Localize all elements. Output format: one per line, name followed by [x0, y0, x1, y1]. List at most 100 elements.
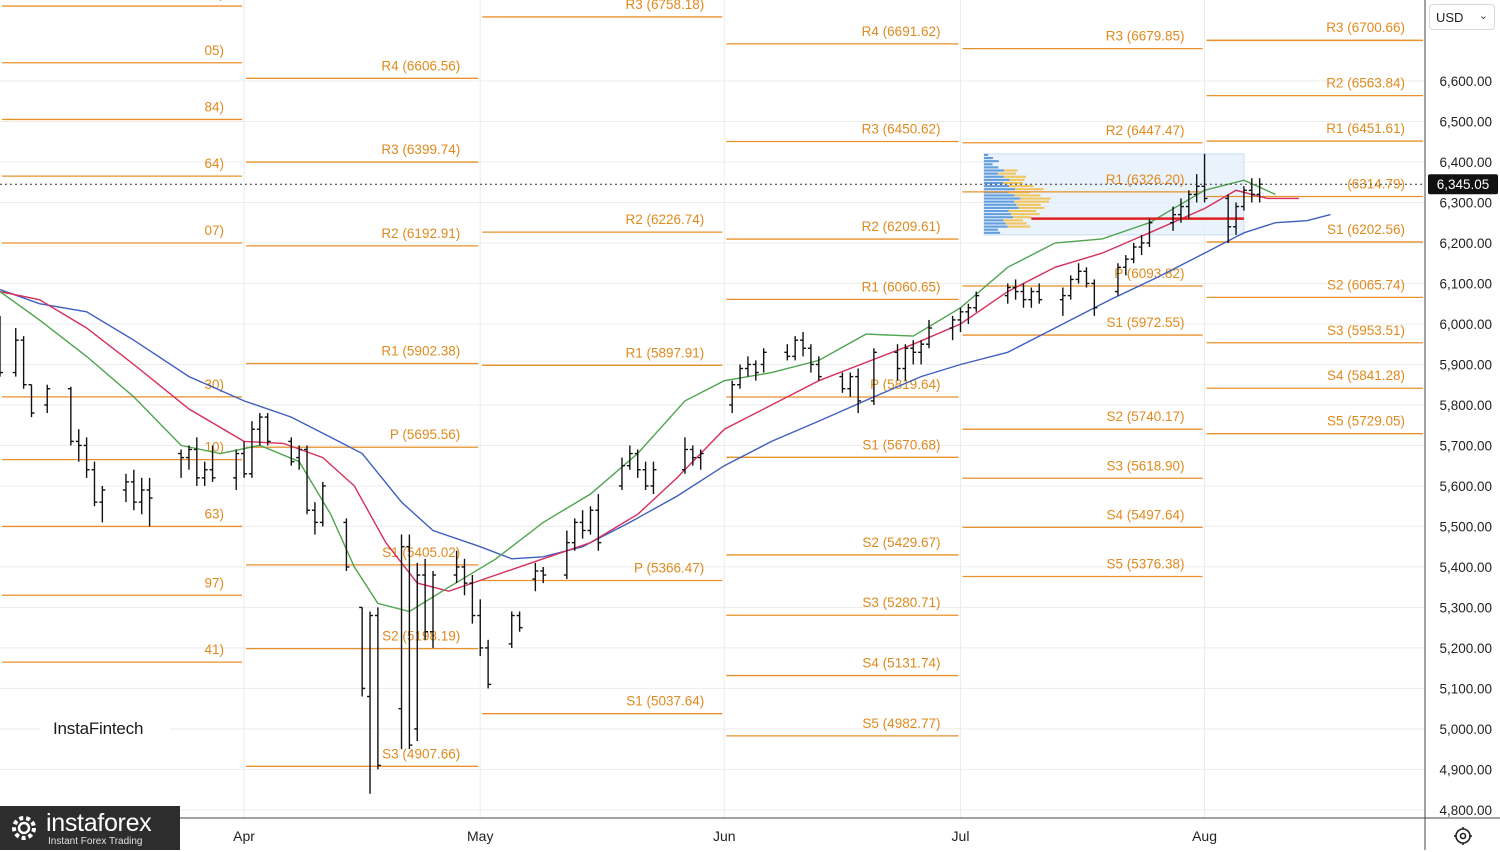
volume-bin-blue — [984, 172, 998, 175]
pivot-level-label: P (6093.82) — [1114, 266, 1184, 281]
pivot-level-label: R2 (6563.84) — [1326, 76, 1405, 91]
volume-bin-yellow — [1003, 175, 1027, 178]
pivot-level-label: R2 (6209.61) — [862, 219, 941, 234]
volume-bin-blue — [984, 175, 1004, 178]
moving-average-line — [0, 213, 1331, 560]
y-tick-label: 6,200.00 — [1439, 236, 1492, 251]
pivot-level-label: R1 (6326.20) — [1106, 172, 1185, 187]
volume-bin-yellow — [1008, 209, 1037, 213]
x-tick-label: Apr — [233, 828, 255, 844]
volume-bin-blue — [984, 153, 989, 156]
volume-bin-yellow — [997, 172, 1016, 175]
volume-bin-yellow — [1003, 181, 1023, 185]
pivot-level-label: S5 (5729.05) — [1327, 414, 1405, 429]
volume-bin-blue — [984, 219, 1004, 222]
pivot-level-label: S1 (5972.55) — [1106, 315, 1184, 330]
pivot-level-label: 30) — [205, 377, 225, 392]
y-tick-label: 6,600.00 — [1439, 74, 1492, 89]
volume-bin-yellow — [1014, 200, 1050, 203]
pivot-level-label: R2 (6226.74) — [625, 212, 704, 227]
pivot-level-label: R3 (6399.74) — [381, 142, 460, 157]
pivot-level-label: R1 (5902.38) — [381, 343, 460, 358]
pivot-level-label: 64) — [205, 156, 225, 171]
pivot-level-label: P (5695.56) — [390, 427, 460, 442]
pivot-level-label: R3 (6450.62) — [862, 121, 941, 136]
brand-logo: instaforex Instant Forex Trading — [0, 806, 180, 850]
y-tick-label: 5,800.00 — [1439, 398, 1492, 413]
y-tick-label: 6,000.00 — [1439, 317, 1492, 332]
volume-bin-yellow — [1003, 219, 1023, 222]
brand-gear-icon — [12, 816, 36, 840]
volume-bin-blue — [984, 185, 1010, 188]
y-tick-label: 5,200.00 — [1439, 641, 1492, 656]
pivot-level-label: S2 (6065.74) — [1327, 277, 1405, 292]
y-tick-label: 5,000.00 — [1439, 722, 1492, 737]
pivot-level-label: 84) — [205, 99, 225, 114]
pivot-level-label: R3 (6679.85) — [1106, 29, 1185, 44]
pivot-level-label: S3 (5953.51) — [1327, 323, 1405, 338]
pivot-level-label: S1 (5037.64) — [626, 694, 704, 709]
pivot-level-label: R3 (6758.18) — [625, 0, 704, 12]
pivot-level-label: S3 (5618.90) — [1106, 458, 1184, 473]
volume-bin-yellow — [1009, 185, 1034, 188]
pivot-level-label: 26) — [205, 0, 225, 1]
x-tick-label: Jun — [713, 828, 736, 844]
volume-bin-blue — [984, 216, 1014, 219]
x-tick-label: Jul — [952, 828, 970, 844]
pivot-level-label: 97) — [205, 575, 225, 590]
volume-bin-blue — [984, 197, 1021, 200]
brand-tagline: Instant Forex Trading — [48, 836, 143, 847]
volume-bin-blue — [984, 213, 1011, 216]
pivot-level-label: S2 (5740.17) — [1106, 409, 1184, 424]
volume-bin-yellow — [1014, 194, 1041, 197]
volume-bin-blue — [984, 225, 1008, 228]
last-price-label: 6,345.05 — [1437, 177, 1490, 192]
volume-bin-yellow — [1018, 206, 1045, 209]
pivot-level-label: S5 (5376.38) — [1106, 556, 1184, 571]
pivot-level-label: S2 (5198.19) — [382, 629, 460, 644]
settings-button[interactable] — [1452, 825, 1474, 847]
chart-watermark: InstaFintech — [40, 693, 170, 753]
pivot-level-label: 07) — [205, 223, 225, 238]
x-tick-label: Aug — [1192, 828, 1217, 844]
pivot-level-label: R1 (5897.91) — [625, 345, 704, 360]
y-tick-label: 4,800.00 — [1439, 803, 1492, 818]
x-tick-label: May — [467, 828, 493, 844]
y-tick-label: 5,500.00 — [1439, 519, 1492, 534]
volume-bin-blue — [984, 200, 1015, 203]
pivot-level-label: P (5366.47) — [634, 561, 704, 576]
volume-bin-blue — [984, 209, 1009, 213]
pivot-level-label: S1 (5670.68) — [862, 437, 940, 452]
pivot-level-label: S4 (5497.64) — [1106, 507, 1184, 522]
y-tick-label: 5,300.00 — [1439, 600, 1492, 615]
volume-bin-blue — [984, 188, 1015, 191]
watermark-text: InstaFintech — [53, 719, 144, 738]
pivot-level-label: S1 (6202.56) — [1327, 222, 1405, 237]
y-tick-label: 6,100.00 — [1439, 276, 1492, 291]
pivot-level-label: 41) — [205, 642, 225, 657]
pivot-level-label: S4 (5131.74) — [862, 656, 940, 671]
currency-select[interactable]: USD ⌄ — [1429, 4, 1495, 30]
last-price-tag — [1428, 174, 1498, 195]
volume-bin-blue — [984, 194, 1015, 197]
target-settings-icon — [1454, 827, 1472, 845]
volume-bin-blue — [984, 231, 1001, 234]
volume-bin-blue — [984, 222, 1006, 225]
y-tick-label: 4,900.00 — [1439, 762, 1492, 777]
pivot-level-label: S4 (5841.28) — [1327, 368, 1405, 383]
pivot-level-label: R4 (6606.56) — [381, 58, 460, 73]
volume-bin-yellow — [1013, 216, 1032, 219]
volume-bin-yellow — [1014, 188, 1044, 191]
y-tick-label: 5,600.00 — [1439, 479, 1492, 494]
pivot-level-label: P (5819.64) — [870, 377, 940, 392]
pivot-level-label: S3 (5280.71) — [862, 595, 940, 610]
pivot-level-label: S5 (4982.77) — [862, 716, 940, 731]
moving-average-line — [0, 179, 1276, 613]
moving-average-line — [0, 189, 1299, 592]
volume-bin-yellow — [1009, 178, 1025, 181]
volume-bin-yellow — [1005, 222, 1027, 225]
volume-bin-blue — [984, 163, 993, 166]
volume-bin-yellow — [1010, 213, 1040, 216]
volume-bin-yellow — [1007, 225, 1031, 228]
